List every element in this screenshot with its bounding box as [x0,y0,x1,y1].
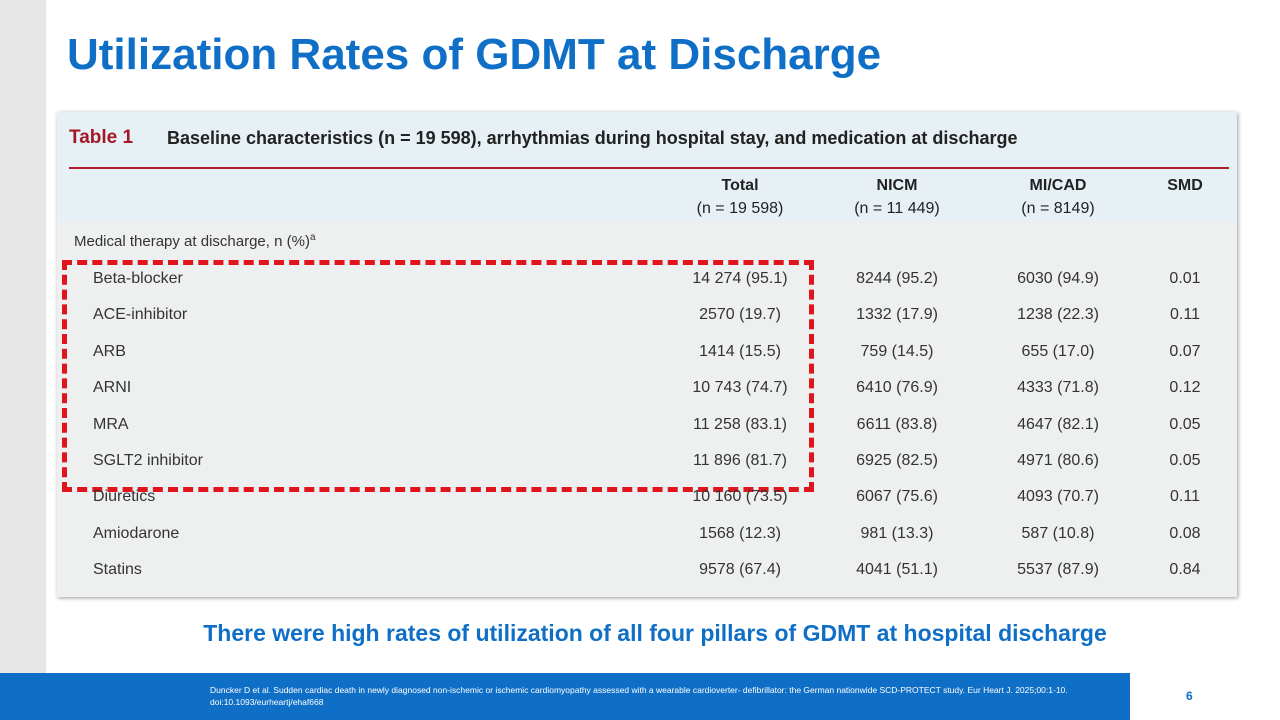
cell: 0.05 [1169,415,1201,433]
column-header: MI/CAD [1029,177,1087,194]
cell: 14 274 (95.1) [692,270,788,287]
column-n: (n = 8149) [1021,200,1095,217]
side-strip [0,0,46,673]
cell: 4333 (71.8) [1017,379,1099,397]
section-label: Medical therapy at discharge, n (%)a [74,232,316,250]
column-header: NICM [876,177,918,194]
cell: 8244 (95.2) [856,270,938,287]
row-label: ARNI [93,379,132,397]
cell: 10 743 (74.7) [692,379,788,397]
section-note: a [309,232,316,243]
cell: 759 (14.5) [860,342,934,360]
cell: 5537 (87.9) [1017,561,1099,579]
cell: 0.11 [1170,488,1200,506]
cell: 6925 (82.5) [856,452,938,469]
cell: 0.01 [1169,270,1201,287]
column-header: SMD [1167,177,1203,194]
cell: 10 160 (73.5) [692,488,788,506]
cell: 6030 (94.9) [1017,270,1099,287]
cell: 981 (13.3) [860,524,934,542]
cell: 6611 (83.8) [856,415,938,433]
slide-title: Utilization Rates of GDMT at Discharge [67,30,882,79]
cell: 4041 (51.1) [856,561,938,579]
cell: 6410 (76.9) [856,379,938,397]
cell: 0.08 [1169,524,1201,542]
column-header: Total [721,177,759,194]
cell: 4971 (80.6) [1017,452,1099,469]
row-label: Diuretics [93,488,156,506]
row-label: Amiodarone [93,524,180,542]
row-label: MRA [93,415,129,433]
cell: 4093 (70.7) [1017,488,1099,506]
cell: 1238 (22.3) [1017,306,1099,324]
cell: 1332 (17.9) [856,306,938,324]
highlight-box [62,260,814,492]
row-label: SGLT2 inhibitor [93,452,203,469]
cell: 0.12 [1169,379,1201,397]
cell: 655 (17.0) [1021,342,1095,360]
column-n: (n = 11 449) [854,200,940,217]
cell: 0.11 [1170,306,1200,324]
cell: 6067 (75.6) [856,488,938,506]
cell: 0.84 [1169,561,1201,579]
table-image: Table 1 Baseline characteristics (n = 19… [57,112,1237,597]
conclusion: There were high rates of utilization of … [203,620,1107,646]
page-number: 6 [1186,689,1193,703]
cell: 4647 (82.1) [1017,415,1099,433]
cell: 11 258 (83.1) [693,415,787,433]
footer-bar [0,673,1130,720]
row-label: ARB [93,342,126,360]
column-n: (n = 19 598) [696,200,784,217]
cell: 1568 (12.3) [699,524,781,542]
row-label: Beta-blocker [93,270,183,287]
row-label: ACE-inhibitor [93,306,188,324]
cell: 0.05 [1169,452,1201,469]
cell: 2570 (19.7) [699,306,781,324]
cell: 0.07 [1169,342,1201,360]
cell: 1414 (15.5) [699,342,781,360]
cell: 9578 (67.4) [699,561,781,579]
row-label: Statins [93,561,142,579]
cell: 587 (10.8) [1021,524,1095,542]
cell: 11 896 (81.7) [693,452,787,469]
table-label: Table 1 [69,127,134,148]
footnote: Duncker D et al. Sudden cardiac death in… [210,685,1068,707]
section-text: Medical therapy at discharge, n (%) [74,233,310,250]
rule [69,167,1229,169]
table-caption: Baseline characteristics (n = 19 598), a… [167,128,1018,148]
